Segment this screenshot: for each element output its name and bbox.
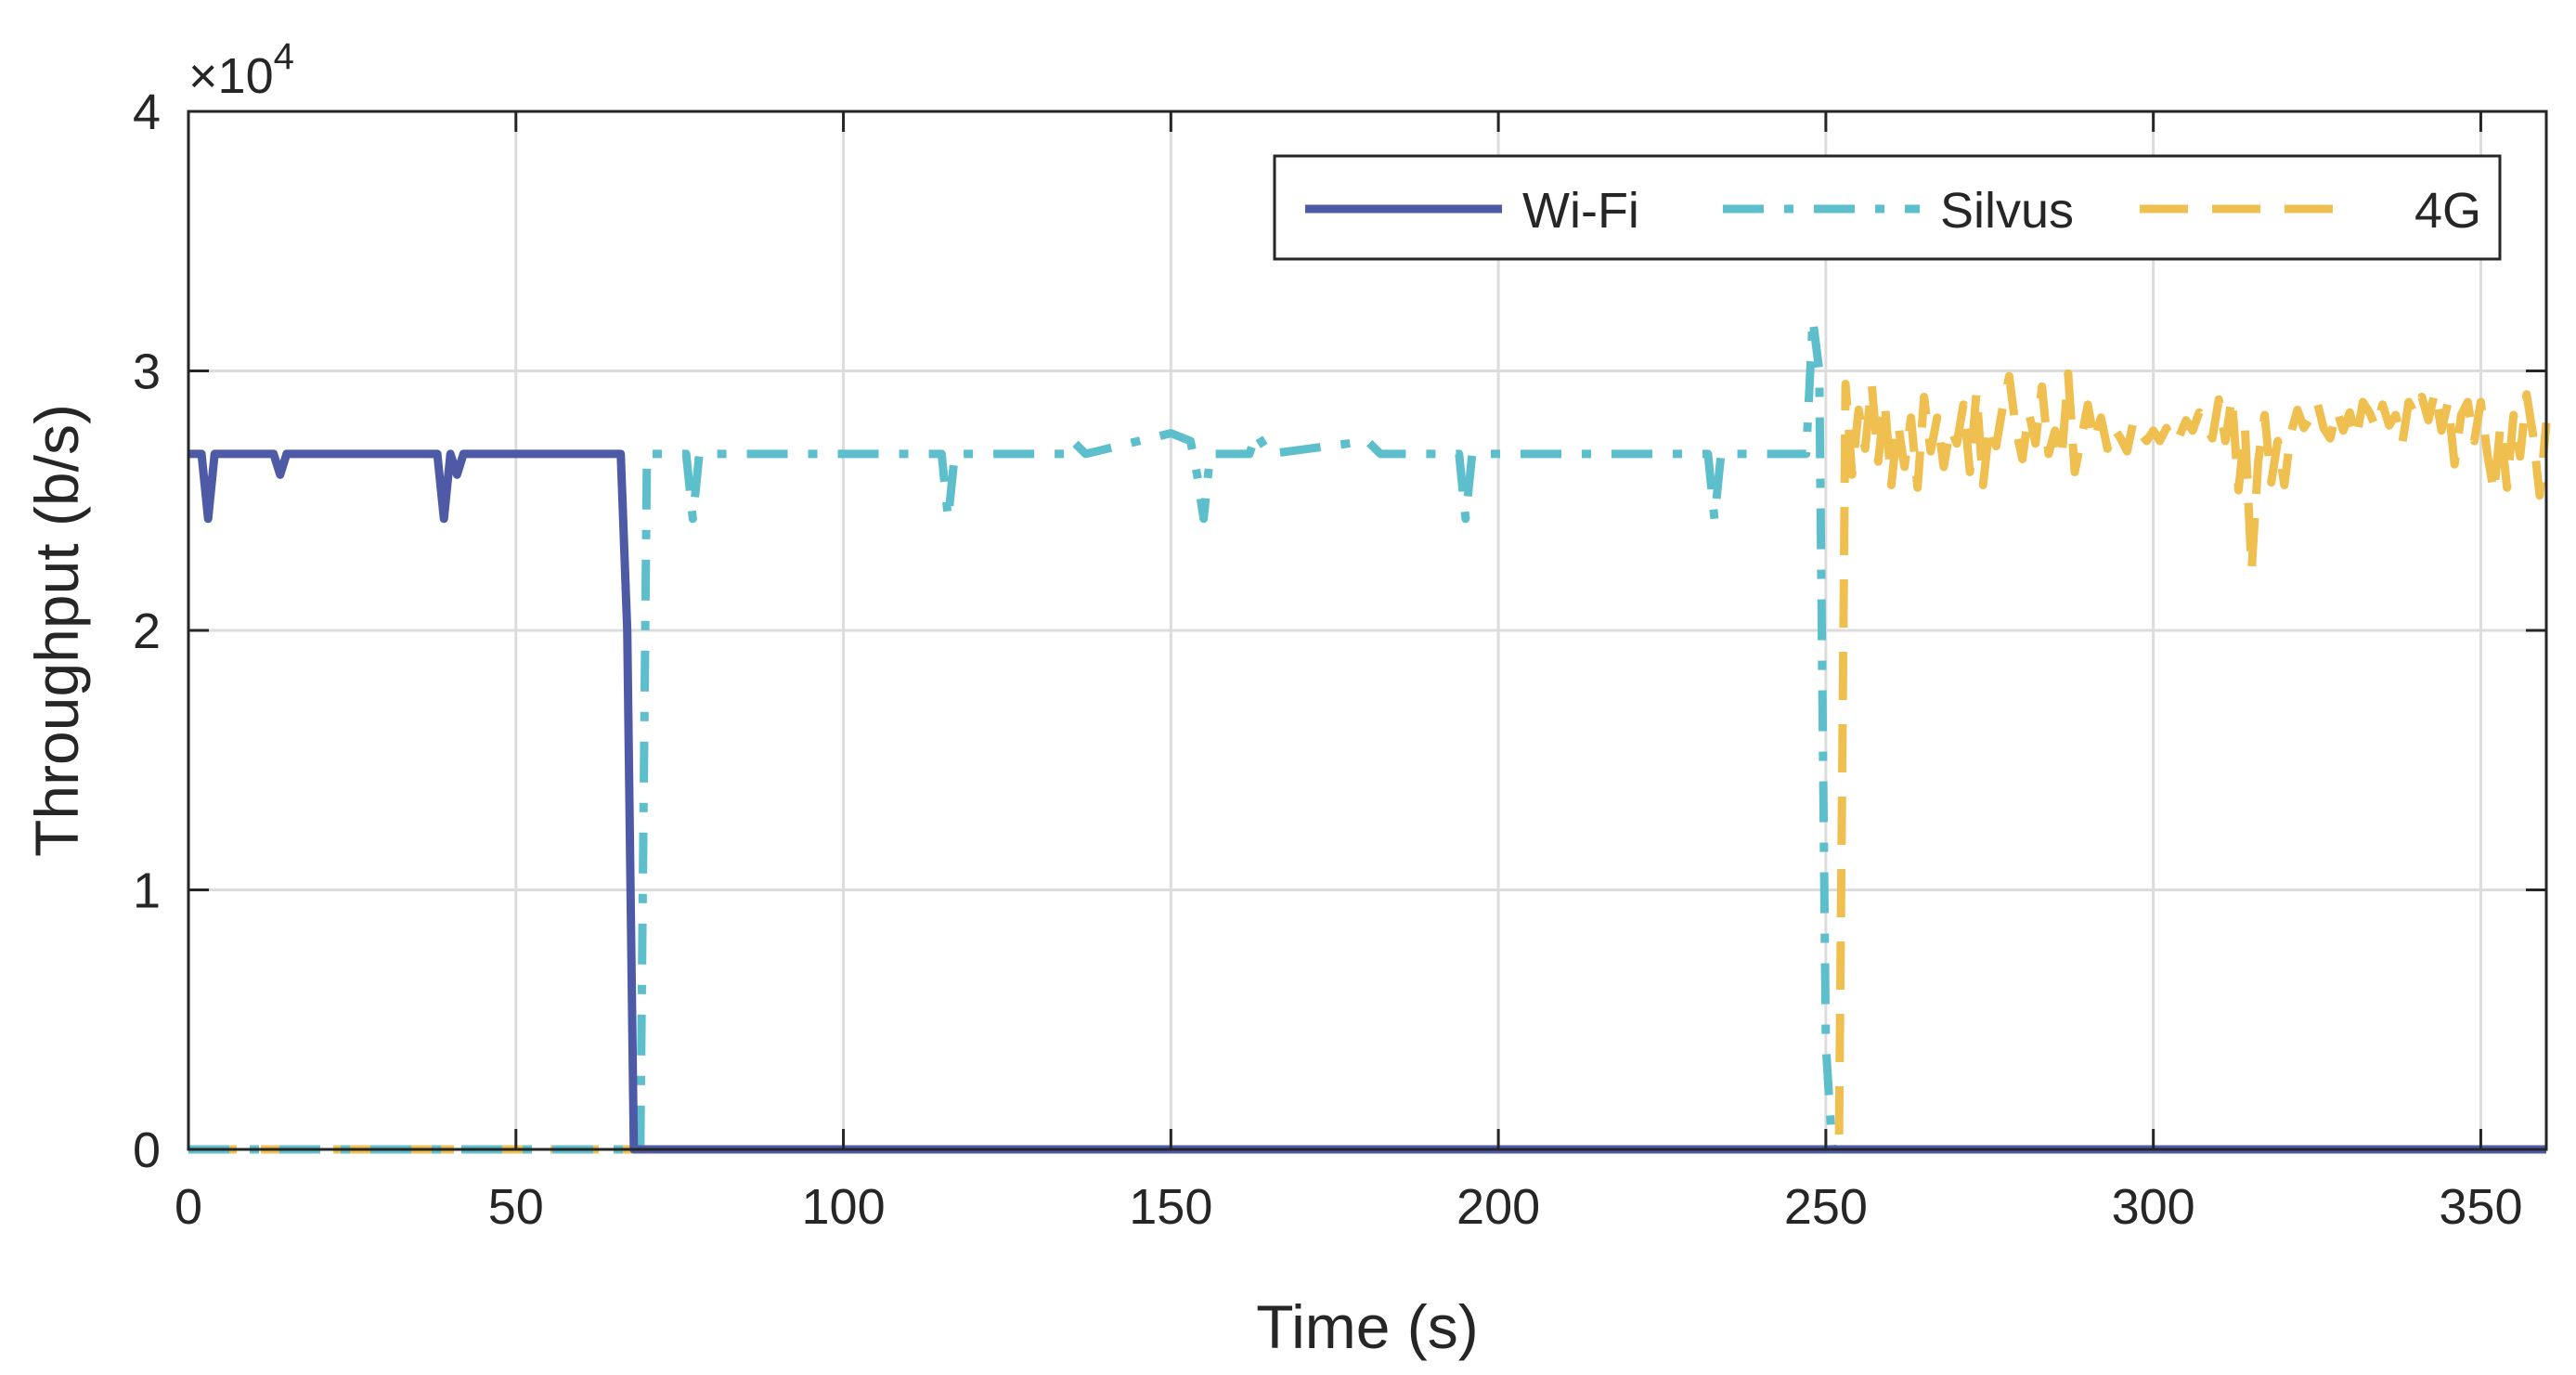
y-tick-label: 3 bbox=[133, 344, 161, 400]
series-layer bbox=[188, 315, 2551, 1154]
x-axis-label: Time (s) bbox=[1256, 1292, 1479, 1361]
series-line-4g bbox=[188, 369, 2551, 1154]
x-tick-label: 250 bbox=[1784, 1179, 1868, 1235]
axis-ticks: 0 50 100 150 200 250 300 350 0 1 2 3 4 bbox=[133, 84, 2546, 1235]
x-tick-label: 200 bbox=[1456, 1179, 1540, 1235]
x-tick-label: 350 bbox=[2439, 1179, 2522, 1235]
legend-label-4g: 4G bbox=[2414, 183, 2481, 239]
legend-label-silvus: Silvus bbox=[1940, 183, 2074, 239]
series-line-silvus bbox=[188, 315, 2546, 1154]
legend-label-wifi: Wi-Fi bbox=[1522, 183, 1639, 239]
y-axis-label: Throughput (b/s) bbox=[22, 404, 91, 857]
y-tick-label: 0 bbox=[133, 1122, 161, 1178]
x-tick-label: 300 bbox=[2112, 1179, 2195, 1235]
x-tick-label: 50 bbox=[488, 1179, 544, 1235]
x-tick-label: 100 bbox=[802, 1179, 886, 1235]
x-tick-label: 0 bbox=[175, 1179, 202, 1235]
series-line-wifi bbox=[188, 449, 2546, 1154]
y-multiplier-label: ×104 bbox=[188, 36, 294, 104]
y-tick-label: 2 bbox=[133, 603, 161, 659]
y-tick-label: 1 bbox=[133, 863, 161, 919]
grid-lines bbox=[188, 111, 2546, 1149]
x-tick-label: 150 bbox=[1129, 1179, 1212, 1235]
y-tick-label: 4 bbox=[133, 84, 161, 140]
legend: Wi-Fi Silvus 4G bbox=[1273, 154, 2502, 261]
